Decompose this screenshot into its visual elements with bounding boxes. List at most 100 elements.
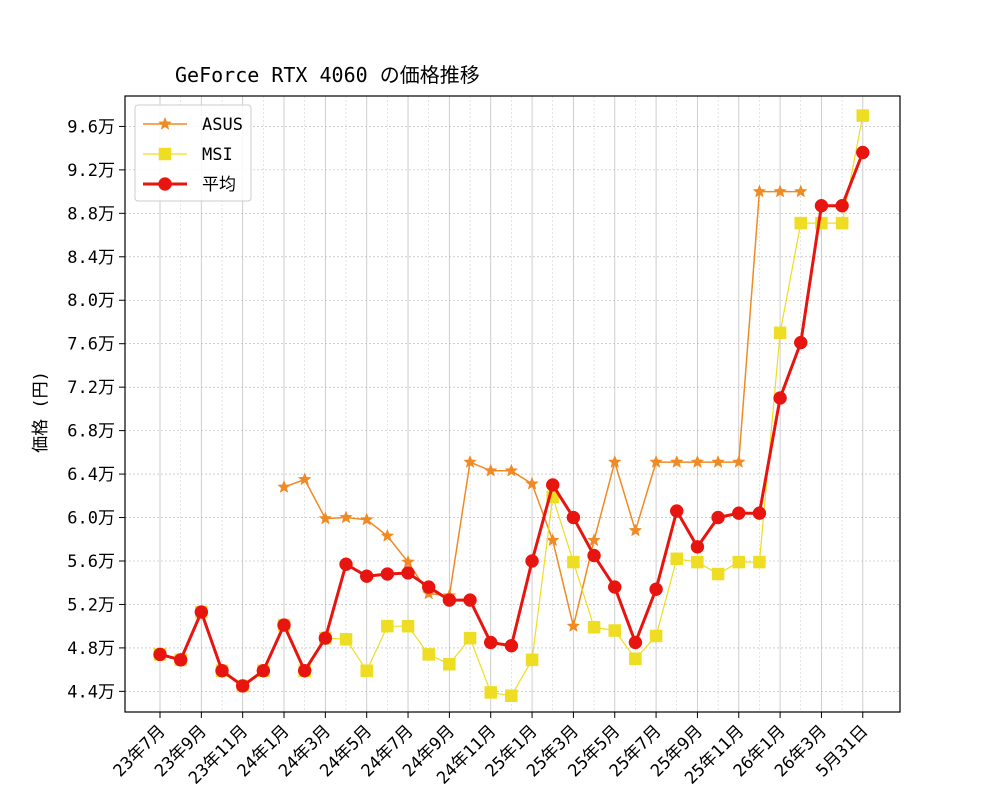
data-point-msi [463, 631, 477, 645]
data-point-average [690, 540, 705, 554]
y-tick-label: 4.8万 [67, 639, 115, 659]
series-average [153, 145, 870, 693]
data-point-average [794, 335, 808, 350]
data-point-msi [381, 619, 394, 633]
data-point-asus [359, 512, 374, 526]
y-tick-label: 6.0万 [67, 509, 115, 529]
y-tick-label: 8.4万 [67, 248, 115, 268]
data-point-msi [484, 686, 497, 699]
plot-frame [124, 95, 901, 713]
data-point-asus [401, 554, 415, 568]
legend-marker-msi [158, 147, 172, 161]
data-point-average [380, 567, 395, 581]
data-point-asus [731, 454, 746, 468]
y-tick-label: 5.2万 [67, 595, 115, 615]
data-point-average [297, 663, 312, 678]
data-point-msi [422, 648, 435, 661]
data-point-average [732, 506, 746, 520]
data-point-average [359, 569, 374, 583]
data-point-asus [752, 184, 767, 198]
data-point-msi [505, 689, 518, 702]
data-point-msi [339, 632, 353, 646]
data-point-asus [649, 454, 663, 468]
y-tick-label: 8.0万 [67, 291, 115, 311]
y-tick-label: 9.6万 [67, 117, 115, 137]
data-point-average [463, 593, 477, 607]
data-point-asus [483, 463, 498, 477]
data-point-average [587, 548, 601, 563]
legend-marker-asus [158, 116, 172, 130]
ticks: 4.4万 4.8万 5.2万 5.6万 6.0万 6.4万 6.8万 7.2万 7.6万 8.0万… [67, 117, 872, 788]
data-point-average [215, 663, 229, 678]
data-point-asus [690, 454, 705, 468]
y-axis-label: 価格 (円) [31, 371, 51, 453]
data-point-average [442, 593, 457, 607]
y-tick-label: 6.4万 [67, 465, 115, 485]
legend: ASUS MSI 平均 [134, 104, 252, 202]
data-point-msi [443, 657, 456, 671]
data-point-average [628, 635, 643, 650]
data-point-msi [360, 664, 373, 677]
data-point-average [235, 679, 250, 693]
data-point-average [421, 580, 436, 594]
data-point-average [483, 635, 498, 650]
data-point-average [649, 582, 663, 596]
data-point-msi [711, 567, 725, 581]
data-point-msi [835, 216, 849, 230]
data-point-average [545, 478, 560, 492]
data-point-msi [670, 552, 683, 566]
data-point-asus [463, 454, 477, 468]
data-point-average [525, 554, 539, 568]
data-point-average [711, 510, 725, 525]
data-point-msi [794, 216, 808, 230]
data-point-asus [297, 472, 312, 486]
data-point-asus [711, 454, 725, 468]
data-point-average [194, 605, 209, 619]
data-point-average [607, 580, 622, 594]
data-point-msi [587, 621, 601, 634]
data-point-average [752, 506, 767, 520]
legend-label-msi: MSI [202, 145, 233, 165]
data-point-msi [567, 555, 580, 569]
data-point-msi [753, 555, 766, 569]
data-point-average [504, 638, 519, 653]
data-point-asus [380, 528, 395, 542]
data-point-average [277, 618, 291, 632]
y-tick-label: 5.6万 [67, 552, 115, 572]
data-point-msi [649, 629, 663, 643]
data-point-msi [608, 624, 621, 637]
data-point-msi [691, 555, 704, 569]
data-point-msi [401, 619, 415, 633]
y-tick-label: 8.8万 [67, 204, 115, 224]
y-tick-label: 7.2万 [67, 378, 115, 398]
series-layer [153, 109, 870, 702]
data-point-asus [339, 510, 353, 524]
data-point-asus [277, 479, 291, 493]
chart-title: GeForce RTX 4060 の価格推移 [175, 63, 480, 87]
data-point-average [566, 510, 581, 525]
data-point-asus [669, 454, 684, 468]
series-asus [277, 184, 808, 632]
data-point-asus [607, 454, 622, 468]
data-point-average [814, 198, 829, 213]
data-point-average [256, 663, 271, 678]
data-point-asus [587, 533, 601, 547]
data-point-msi [732, 555, 746, 569]
data-point-asus [318, 511, 333, 525]
data-point-asus [504, 463, 519, 477]
y-tick-label: 7.6万 [67, 335, 115, 355]
legend-label-average: 平均 [202, 175, 236, 195]
data-point-asus [773, 184, 787, 198]
data-point-asus [628, 523, 643, 537]
legend-frame [134, 104, 252, 202]
legend-marker-average [158, 177, 172, 191]
data-point-average [835, 198, 849, 213]
data-point-msi [773, 326, 787, 340]
data-point-average [773, 391, 787, 405]
data-point-asus [525, 476, 539, 490]
data-point-asus [566, 618, 581, 632]
data-point-average [318, 631, 333, 645]
data-point-asus [793, 184, 808, 198]
data-point-average [153, 647, 167, 662]
